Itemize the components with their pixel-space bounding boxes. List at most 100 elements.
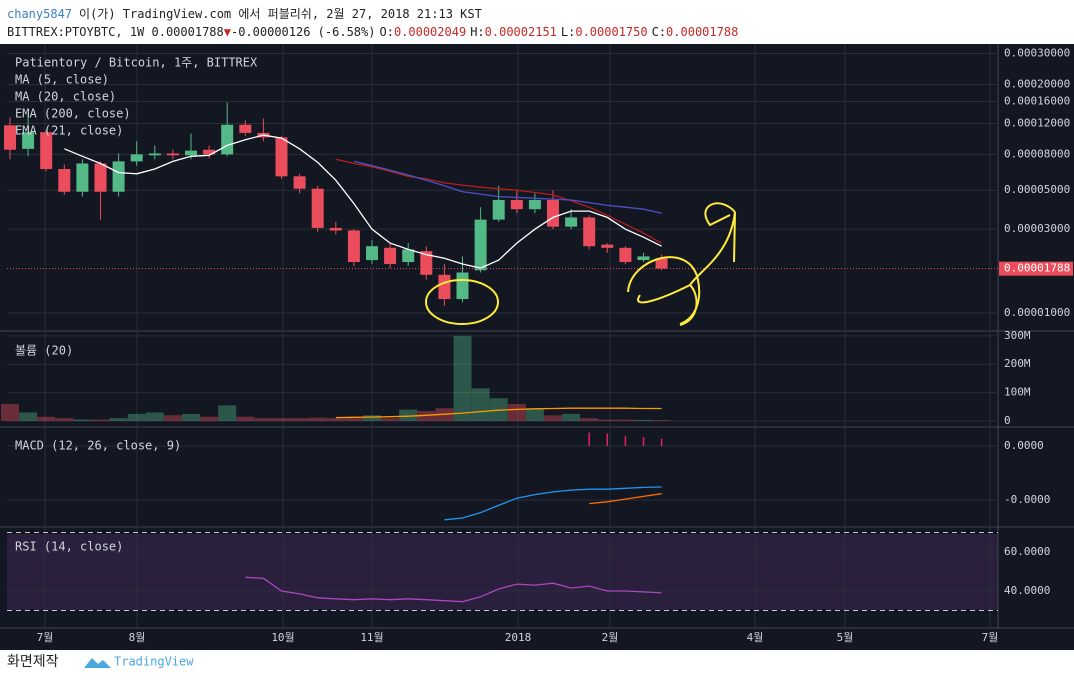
ohlc-value: 0.00002151 bbox=[485, 25, 557, 39]
volume-bar bbox=[507, 403, 526, 421]
ohlc-label: C: bbox=[652, 25, 666, 39]
candle-body bbox=[456, 272, 469, 300]
candle-body bbox=[637, 256, 650, 261]
candle-body bbox=[203, 149, 216, 155]
candle-body bbox=[329, 227, 342, 231]
panel-title: MACD (12, 26, close, 9) bbox=[15, 439, 181, 453]
volume-bar bbox=[236, 416, 255, 421]
candle-body bbox=[166, 153, 179, 156]
volume-bar bbox=[91, 419, 110, 421]
signal-line bbox=[589, 493, 662, 505]
macd-hist-bar bbox=[660, 438, 663, 446]
volume-ma-line bbox=[335, 407, 662, 419]
footer-brand[interactable]: TradingView bbox=[114, 655, 194, 669]
volume-bar bbox=[363, 415, 381, 421]
candle-body bbox=[565, 217, 578, 227]
y-tick-label: 0.00030000 bbox=[1004, 47, 1070, 60]
volume-bar bbox=[652, 420, 671, 421]
y-tick-label: 300M bbox=[1004, 329, 1031, 342]
y-tick-label: 0.0000 bbox=[1004, 439, 1044, 452]
candle-body bbox=[438, 274, 451, 300]
candle-body bbox=[221, 124, 234, 155]
ohlc-label: O: bbox=[379, 25, 393, 39]
header-line: chany5847 이(가) TradingView.com 에서 퍼블리쉬, 2… bbox=[7, 7, 482, 21]
volume-bar bbox=[344, 417, 363, 421]
annotations bbox=[425, 202, 736, 326]
footer-caption: 화면제작 bbox=[7, 654, 59, 670]
time-label: 11월 bbox=[360, 631, 383, 644]
candle-body bbox=[148, 153, 161, 156]
time-label: 7월 bbox=[37, 631, 54, 644]
volume-bar bbox=[55, 418, 74, 421]
y-tick-label: 0.00020000 bbox=[1004, 77, 1070, 90]
candle-body bbox=[275, 137, 288, 177]
candle-body bbox=[655, 258, 668, 269]
brand-logo bbox=[84, 658, 111, 668]
symbol: BITTREX:PTOYBTC, 1W 0.00001788 bbox=[7, 25, 224, 39]
legend-entry: EMA (21, close) bbox=[15, 124, 123, 138]
y-tick-label: 0.00016000 bbox=[1004, 94, 1070, 107]
candle-body bbox=[347, 230, 360, 263]
time-label: 2018 bbox=[505, 631, 532, 644]
time-label: 2월 bbox=[602, 631, 619, 644]
change: -0.00000126 (-6.58%) bbox=[231, 25, 376, 39]
volume-bar bbox=[254, 418, 273, 421]
macd-hist-bar bbox=[642, 437, 645, 446]
ohlc-label: L: bbox=[561, 25, 575, 39]
ohlc-value: 0.00001750 bbox=[575, 25, 647, 39]
volume-bar bbox=[163, 415, 182, 421]
chart-title: Patientory / Bitcoin, 1주, BITTREX bbox=[15, 56, 258, 70]
candle-body bbox=[402, 249, 415, 263]
indicator-line bbox=[64, 134, 662, 269]
ohlc-value: 0.00002049 bbox=[394, 25, 466, 39]
ohlc-value: 0.00001788 bbox=[666, 25, 738, 39]
time-label: 10월 bbox=[271, 631, 294, 644]
volume-bar bbox=[616, 419, 635, 421]
volume-bar bbox=[200, 416, 219, 421]
arrow: ▼ bbox=[224, 25, 232, 39]
volume-bar bbox=[218, 405, 237, 421]
macd-hist-bar bbox=[606, 433, 609, 446]
rsi-line bbox=[245, 576, 662, 603]
user-link[interactable]: chany5847 bbox=[7, 7, 72, 21]
symbol-line: BITTREX:PTOYBTC, 1W 0.00001788▼-0.000001… bbox=[7, 25, 738, 39]
y-tick-label: 0.00001000 bbox=[1004, 306, 1070, 319]
volume-bar bbox=[308, 417, 327, 421]
y-tick-label: 0 bbox=[1004, 414, 1011, 427]
y-tick-label: 40.0000 bbox=[1004, 584, 1050, 597]
time-label: 4월 bbox=[747, 631, 764, 644]
macd-hist-bar bbox=[624, 436, 627, 446]
candle-body bbox=[510, 199, 523, 210]
candle-body bbox=[94, 163, 107, 192]
time-label: 5월 bbox=[837, 631, 854, 644]
candle-body bbox=[492, 199, 505, 220]
volume-bar bbox=[580, 418, 599, 421]
candle-body bbox=[185, 150, 197, 156]
volume-bar bbox=[417, 411, 436, 421]
time-label: 8월 bbox=[129, 631, 146, 644]
last-price-box bbox=[999, 261, 1073, 276]
ohlc-label: H: bbox=[470, 25, 484, 39]
legend-entry: MA (5, close) bbox=[15, 73, 109, 87]
candle-body bbox=[547, 199, 559, 227]
volume-bar bbox=[471, 388, 490, 421]
legend-entry: MA (20, close) bbox=[15, 90, 116, 104]
y-tick-label: 100M bbox=[1004, 386, 1031, 399]
candle-body bbox=[58, 169, 71, 192]
published: 이(가) TradingView.com 에서 퍼블리쉬, 2월 27, 201… bbox=[79, 7, 482, 21]
volume-bar bbox=[19, 412, 38, 421]
candle-body bbox=[293, 176, 306, 189]
candle-body bbox=[112, 161, 125, 192]
candle-body bbox=[311, 188, 324, 228]
candle-body bbox=[583, 217, 596, 247]
candle-body bbox=[130, 154, 143, 162]
volume-bar bbox=[73, 419, 92, 421]
candle-body bbox=[384, 247, 397, 265]
volume-bar bbox=[272, 418, 291, 421]
y-tick-label: 0.00003000 bbox=[1004, 222, 1070, 235]
time-label: 7월 bbox=[982, 631, 999, 644]
volume-bar bbox=[544, 415, 562, 421]
volume-bar bbox=[562, 413, 581, 421]
y-tick-label: 0.00005000 bbox=[1004, 183, 1070, 196]
candle-body bbox=[601, 244, 614, 248]
